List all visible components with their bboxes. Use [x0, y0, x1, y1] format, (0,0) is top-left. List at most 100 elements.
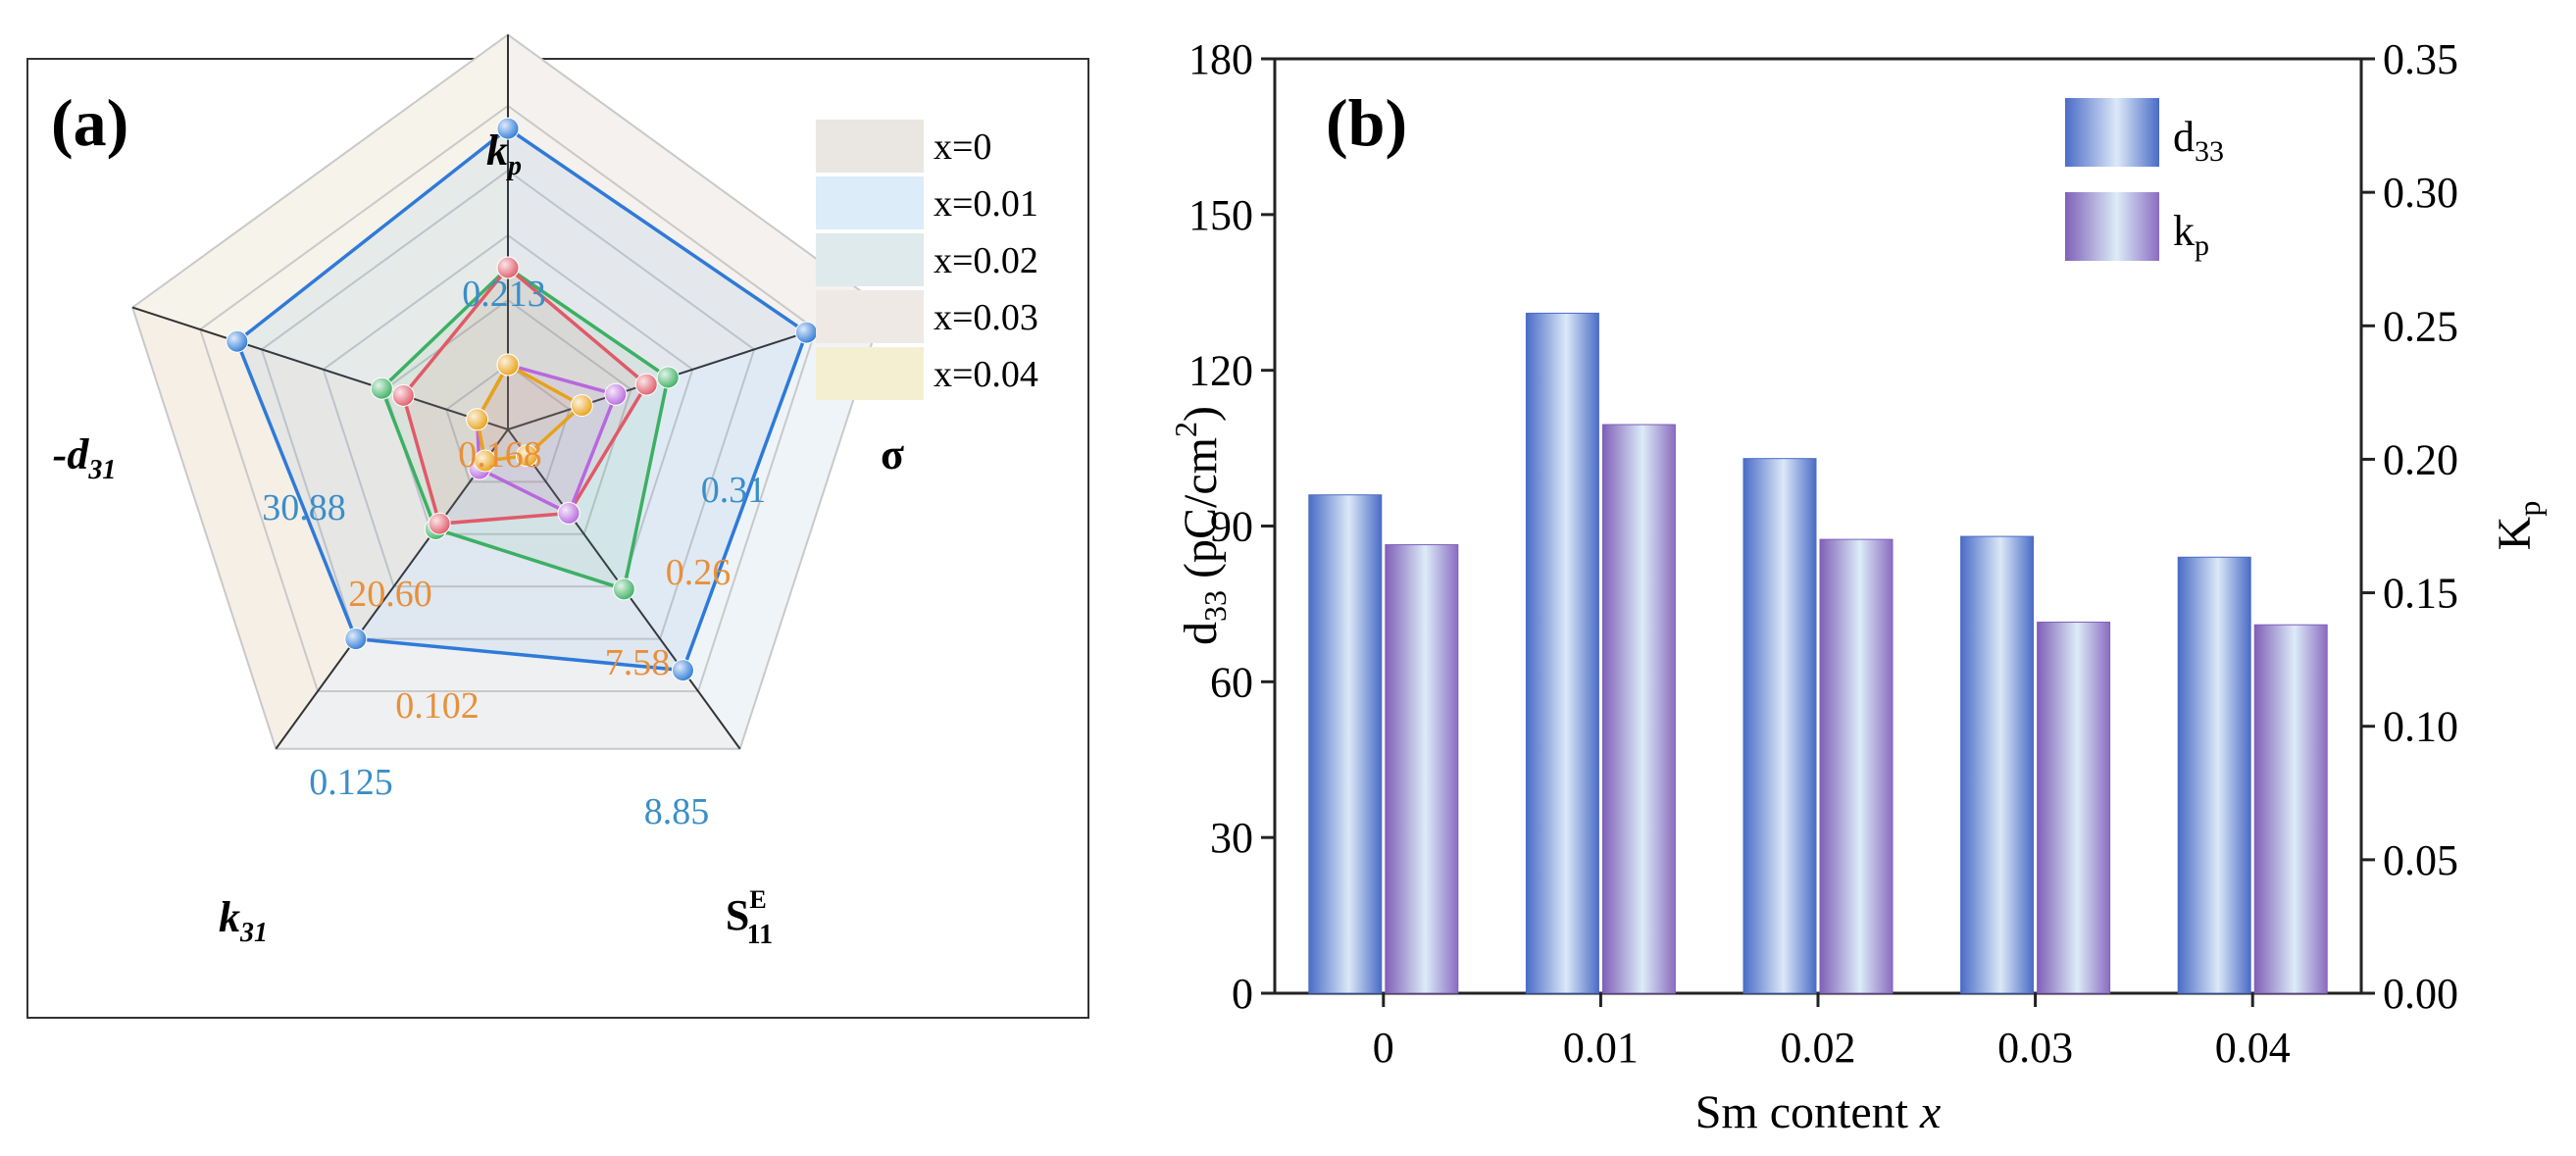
radar-axis-label-sigma: σ: [881, 430, 904, 478]
radar-point-shine: [497, 257, 519, 278]
radar-axis-label-main: -d: [53, 430, 90, 478]
radar-max-label: 30.88: [262, 487, 346, 528]
radar-point-shine: [371, 377, 393, 400]
radar-series-x=0: [401, 265, 649, 526]
radar-axis-label-sub: p: [506, 151, 522, 181]
radar-legend-label: x=0.02: [934, 240, 1038, 281]
radar-band: [276, 429, 740, 749]
radar-axis-label-sub: 11: [747, 920, 773, 950]
radar-point-shine: [613, 578, 635, 600]
legend-label-d33: d33: [2173, 113, 2224, 168]
panel-label-b: (b): [1326, 85, 1407, 160]
y-left-tick-label: 60: [1210, 658, 1253, 706]
y-right-tick-label: 0.15: [2383, 570, 2458, 618]
panel-label-a: (a): [51, 85, 128, 160]
radar-point-shine: [497, 354, 519, 376]
radar-series-x=0.01: [234, 126, 809, 673]
y-right-tick-label: 0.30: [2383, 169, 2458, 217]
y-right-tick-label: 0.35: [2383, 35, 2458, 83]
radar-point-shine: [657, 366, 680, 388]
radar-point-shine: [795, 322, 818, 344]
radar-point-shine: [558, 502, 581, 525]
radar-min-label: 7.58: [605, 642, 671, 683]
legend-label-kp: kp: [2173, 207, 2209, 262]
radar-point-shine: [516, 444, 538, 467]
y-right-tick-label: 0.20: [2383, 435, 2458, 483]
radar-max-label: 0.125: [309, 762, 393, 803]
radar-series: [226, 117, 818, 682]
y-left-tick-label: 180: [1188, 35, 1253, 83]
radar-series-x=0.02: [379, 265, 671, 592]
bar-kp-0: [1385, 544, 1459, 994]
bar-d33-0: [1308, 494, 1383, 994]
y-right-tick-label: 0.10: [2383, 703, 2458, 751]
radar-gridline: [260, 169, 756, 640]
legend-swatch-d33: [2065, 98, 2159, 167]
y-right-tick-label: 0.05: [2383, 836, 2458, 884]
y-right-tick-label: 0.00: [2383, 970, 2458, 1018]
x-axis-title: Sm content x: [1695, 1086, 1942, 1138]
x-tick-label: 0: [1373, 1024, 1394, 1072]
y-left-tick-label: 120: [1188, 347, 1253, 395]
radar-point-shine: [635, 374, 658, 396]
radar-axis-label-sub: 31: [87, 455, 116, 485]
radar-axis-label-s11e: SE 11: [726, 885, 773, 950]
legend-swatch-kp: [2065, 192, 2159, 261]
bar-d33-0.03: [1960, 535, 2035, 994]
bar-kp-0.01: [1601, 424, 1676, 994]
radar-point-shine: [226, 330, 248, 353]
radar-max-label: 8.85: [644, 791, 710, 832]
radar-axis-label-d31: -d31: [53, 430, 117, 485]
radar-point-shine: [344, 628, 367, 650]
bar-d33-0.01: [1525, 312, 1599, 994]
radar-point-shine: [429, 513, 451, 535]
bar-panel: (b) 0 30 60 90 120 150 180 0.00 0.05 0.10 0.15 0.20…: [1168, 35, 2547, 1138]
x-tick-label: 0.04: [2215, 1024, 2291, 1072]
radar-legend-label: x=0: [934, 126, 991, 168]
y-left-tick-label: 90: [1210, 503, 1253, 551]
y-left-tick-label: 150: [1188, 191, 1253, 239]
x-tick-label: 0.01: [1563, 1024, 1639, 1072]
y-axis-title-left: d33 (pC/cm2): [1168, 406, 1233, 645]
radar-point-shine: [474, 450, 496, 473]
radar-point-shine: [497, 118, 519, 140]
x-tick-label: 0.02: [1781, 1024, 1856, 1072]
radar-min-label: 0.26: [666, 552, 732, 593]
radar-point-shine: [672, 659, 694, 681]
radar-legend-swatch: [816, 120, 924, 173]
radar-axis-label-sub: 31: [239, 918, 268, 948]
bar-kp-0.04: [2253, 624, 2328, 994]
bar-axes: 0 30 60 90 120 150 180 0.00 0.05 0.10 0.15 0.20 0.25…: [1188, 35, 2458, 1072]
radar-axis-label-sup: E: [749, 885, 766, 914]
radar-max-label: 0.31: [701, 470, 767, 511]
radar-legend-label: x=0.04: [934, 354, 1038, 395]
y-left-tick-label: 0: [1232, 970, 1253, 1018]
radar-axis-label-kp: kp: [486, 126, 522, 181]
bar-d33-0.04: [2177, 556, 2251, 994]
radar-max-label: 0.213: [462, 274, 546, 315]
radar-axis-line: [131, 306, 509, 430]
y-left-tick-label: 30: [1210, 814, 1253, 862]
radar-axis-line: [275, 428, 509, 750]
radar-legend: x=0 x=0.01 x=0.02 x=0.03 x=0.04: [816, 120, 1038, 400]
radar-legend-swatch: [816, 347, 924, 400]
radar-axis-label-main: σ: [881, 430, 904, 478]
radar-legend-label: x=0.03: [934, 297, 1038, 338]
bar-kp-0.02: [1819, 538, 1894, 994]
bar-legend: d33 kp: [2065, 98, 2224, 262]
bar-d33-0.02: [1743, 458, 1817, 994]
y-right-tick-label: 0.25: [2383, 302, 2458, 350]
bar-kp-0.03: [2037, 622, 2111, 994]
radar-min-label: 20.60: [348, 574, 432, 615]
radar-band: [132, 34, 508, 430]
radar-min-label: 0.102: [395, 685, 480, 727]
radar-panel: (a) 0.213 0.168 0.31 0.26 8.85 7.58 0.1250.102…: [26, 33, 1089, 1019]
radar-gridline: [198, 104, 818, 692]
radar-axis-label-main: S: [726, 891, 749, 939]
radar-axis-label-main: k: [486, 126, 508, 175]
radar-gridline: [322, 233, 694, 588]
radar-point-shine: [392, 384, 415, 407]
